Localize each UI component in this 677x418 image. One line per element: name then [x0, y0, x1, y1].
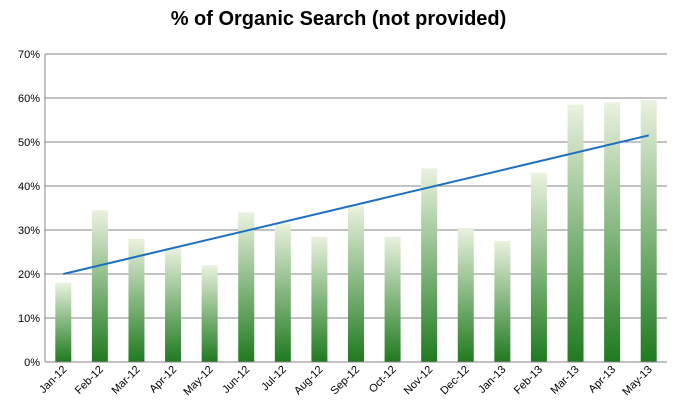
y-tick-label: 60% — [18, 93, 40, 105]
bar — [604, 102, 621, 363]
x-tick-label: Jul-12 — [259, 364, 289, 394]
x-tick-label: May-12 — [181, 364, 215, 398]
x-axis-ticks: Jan-12 Feb-12 Mar-12 Apr-12 May-12 Jun-12 Jul-… — [37, 364, 655, 398]
bar — [55, 282, 72, 362]
x-tick-label: Apr-12 — [147, 364, 179, 396]
bar — [421, 168, 438, 362]
bars — [55, 100, 657, 363]
bar — [567, 104, 584, 362]
y-axis-ticks: 0% 10% 20% 30% 40% 50% 60% 70% — [18, 49, 40, 369]
y-tick-label: 30% — [18, 225, 40, 237]
bar — [274, 223, 291, 362]
y-tick-label: 0% — [24, 357, 40, 369]
bar — [311, 236, 328, 362]
trendline — [63, 134, 649, 275]
x-tick-label: Jan-13 — [476, 364, 508, 396]
bar — [494, 241, 511, 362]
y-tick-label: 50% — [18, 137, 40, 149]
bar — [640, 100, 657, 362]
x-tick-label: Oct-12 — [367, 364, 399, 396]
bar — [128, 238, 145, 362]
axes — [44, 54, 667, 363]
chart-title: % of Organic Search (not provided) — [170, 8, 507, 30]
trendline-group — [63, 134, 649, 275]
x-tick-label: Feb-13 — [512, 364, 545, 397]
bar — [530, 172, 547, 362]
x-tick-label: Nov-12 — [402, 364, 436, 398]
bar — [201, 265, 218, 362]
x-tick-label: Feb-12 — [73, 364, 106, 397]
x-tick-label: Mar-13 — [549, 364, 582, 397]
x-tick-label: Jan-12 — [37, 364, 69, 396]
y-tick-label: 40% — [18, 181, 40, 193]
y-tick-label: 20% — [18, 269, 40, 281]
bar — [348, 205, 364, 362]
y-tick-label: 10% — [18, 313, 40, 325]
x-tick-label: Sep-12 — [329, 364, 363, 398]
x-tick-label: Dec-12 — [438, 364, 472, 398]
bar — [165, 247, 182, 362]
y-tick-label: 70% — [18, 49, 40, 61]
bar — [238, 212, 255, 362]
x-tick-label: May-13 — [620, 364, 654, 398]
x-tick-label: Jun-12 — [220, 364, 252, 396]
x-tick-label: Mar-12 — [109, 364, 142, 397]
bar — [91, 210, 108, 362]
x-tick-label: Aug-12 — [292, 364, 326, 398]
bar — [457, 227, 474, 362]
x-tick-label: Apr-13 — [586, 364, 618, 396]
bar — [384, 236, 401, 362]
